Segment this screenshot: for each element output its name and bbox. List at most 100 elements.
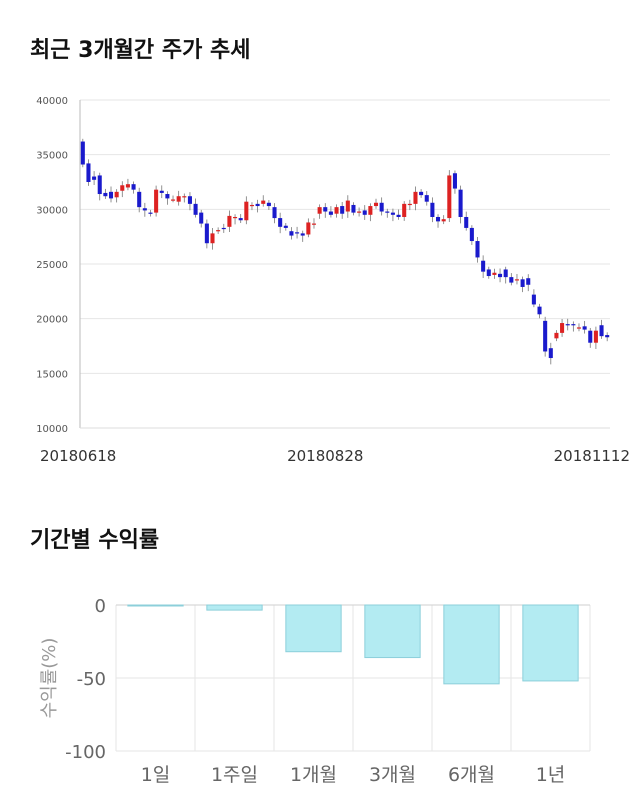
return-bar	[127, 604, 184, 607]
candle-down	[255, 203, 260, 207]
candle-down	[300, 233, 305, 236]
candle-down	[458, 189, 463, 217]
price-xtick-label: 20181112	[554, 447, 630, 465]
price-ytick-label: 35000	[36, 151, 68, 162]
period-return-bar-chart: 0 -50 -100 1일 1주일 1개월 3개월 6개월 1년 수익률(%)	[39, 596, 591, 786]
candle-down	[199, 212, 204, 224]
candle-down	[543, 320, 548, 352]
candle-down	[159, 190, 164, 193]
price-xtick-label: 20180828	[287, 447, 363, 465]
candle-down	[289, 231, 294, 236]
candle-down	[396, 214, 401, 217]
candle-up	[334, 207, 339, 214]
candle-up	[114, 191, 119, 198]
price-ytick-label: 20000	[36, 315, 68, 326]
price-candlestick-chart: 10000 15000 20000 25000 30000 35000 40000 20180…	[36, 96, 630, 465]
return-xtick-label: 6개월	[448, 764, 495, 786]
candle-down	[379, 202, 384, 212]
candle-down	[498, 273, 503, 278]
return-xtick-label: 3개월	[369, 764, 416, 786]
candle-down	[272, 207, 277, 219]
return-ytick-label: 0	[95, 596, 106, 617]
return-ytick-label: -50	[77, 669, 106, 690]
price-trend-title: 최근 3개월간 주가 추세	[30, 38, 251, 63]
candle-up	[357, 211, 362, 213]
candle-down	[108, 191, 114, 199]
candle-up	[210, 233, 215, 244]
candle-up	[441, 219, 446, 222]
candle-down	[526, 278, 531, 285]
candle-down	[137, 191, 142, 208]
return-xtick-label: 1개월	[290, 764, 337, 786]
candle-up	[407, 203, 412, 206]
candle-down	[92, 176, 97, 180]
candle-down	[323, 207, 328, 212]
candle-down	[605, 335, 610, 338]
return-xtick-label: 1년	[536, 764, 566, 786]
candle-down	[295, 232, 300, 234]
return-xtick-label: 1일	[141, 764, 171, 786]
candle-up	[261, 200, 266, 204]
candle-down	[278, 218, 283, 227]
price-ytick-label: 10000	[36, 424, 68, 435]
candle-up	[368, 206, 373, 215]
candle-down	[565, 324, 570, 326]
return-bar	[522, 604, 579, 682]
candle-down	[537, 306, 542, 315]
candle-down	[148, 212, 153, 214]
candle-down	[531, 294, 536, 305]
candle-down	[165, 194, 170, 199]
return-xtick-label: 1주일	[211, 764, 258, 786]
candle-down	[452, 173, 457, 189]
candle-down	[328, 211, 333, 215]
candle-up	[227, 215, 232, 227]
candle-down	[424, 195, 429, 202]
candle-down	[503, 269, 508, 278]
candle-down	[419, 191, 424, 196]
candle-down	[430, 202, 435, 217]
candle-down	[385, 211, 390, 213]
candle-up	[120, 185, 125, 191]
candle-down	[469, 227, 474, 242]
candle-down	[362, 210, 367, 215]
candle-down	[520, 279, 525, 287]
candle-up	[576, 327, 582, 329]
candle-down	[142, 208, 147, 211]
candle-up	[249, 204, 254, 207]
price-ytick-label: 25000	[36, 260, 68, 271]
candle-down	[86, 163, 91, 182]
candle-up	[125, 184, 130, 188]
candle-down	[193, 203, 198, 215]
candle-down	[131, 184, 136, 190]
candle-up	[182, 196, 187, 198]
candle-up	[492, 272, 497, 275]
candle-up	[171, 199, 176, 201]
candle-up	[402, 203, 407, 217]
candle-up	[176, 196, 181, 202]
candle-down	[548, 348, 553, 359]
candle-down	[390, 212, 395, 215]
candle-up	[345, 200, 350, 212]
candle-up	[317, 207, 322, 214]
candle-up	[216, 230, 221, 232]
candle-down	[464, 216, 469, 228]
return-bar	[443, 604, 500, 685]
return-y-axis-label: 수익률(%)	[39, 638, 60, 719]
candle-down	[80, 141, 85, 165]
candle-down	[588, 330, 593, 343]
candle-down	[204, 223, 209, 244]
candle-up	[306, 222, 311, 235]
candle-down	[351, 204, 356, 213]
candle-down	[238, 218, 243, 221]
candle-down	[266, 202, 271, 207]
candle-up	[593, 330, 598, 343]
candle-down	[97, 175, 102, 195]
candle-down	[187, 196, 192, 204]
candle-down	[582, 326, 587, 330]
return-bar	[364, 604, 421, 659]
candle-down	[221, 227, 226, 230]
candle-down	[436, 216, 441, 222]
price-ytick-label: 15000	[36, 369, 68, 380]
candle-up	[447, 175, 452, 219]
candle-down	[283, 225, 288, 228]
